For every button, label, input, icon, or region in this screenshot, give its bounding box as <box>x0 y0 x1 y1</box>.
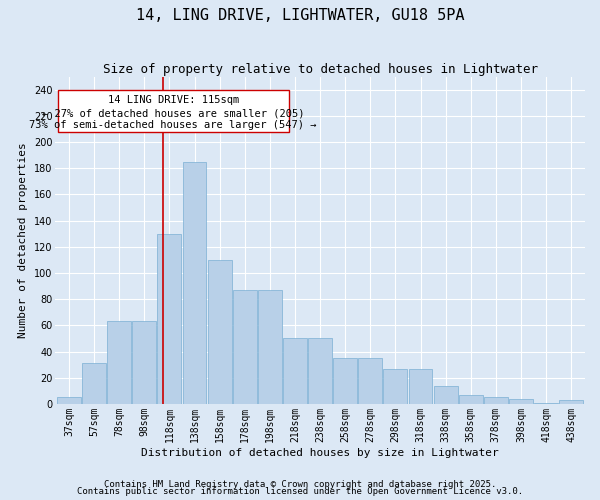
Y-axis label: Number of detached properties: Number of detached properties <box>18 142 28 338</box>
Text: Contains public sector information licensed under the Open Government Licence v3: Contains public sector information licen… <box>77 487 523 496</box>
Bar <box>534 402 558 404</box>
Bar <box>182 162 206 404</box>
Bar <box>308 338 332 404</box>
Title: Size of property relative to detached houses in Lightwater: Size of property relative to detached ho… <box>103 62 538 76</box>
Bar <box>107 322 131 404</box>
Bar <box>333 358 357 404</box>
Bar <box>258 290 282 404</box>
Bar <box>57 398 81 404</box>
Bar <box>358 358 382 404</box>
Bar <box>133 322 156 404</box>
Text: ← 27% of detached houses are smaller (205): ← 27% of detached houses are smaller (20… <box>42 108 304 118</box>
Bar <box>157 234 181 404</box>
FancyBboxPatch shape <box>58 90 289 132</box>
Bar <box>559 400 583 404</box>
Bar <box>434 386 458 404</box>
Text: 14 LING DRIVE: 115sqm: 14 LING DRIVE: 115sqm <box>107 95 239 105</box>
Bar <box>233 290 257 404</box>
Bar <box>383 368 407 404</box>
Text: 73% of semi-detached houses are larger (547) →: 73% of semi-detached houses are larger (… <box>29 120 317 130</box>
Bar <box>208 260 232 404</box>
Bar <box>409 368 433 404</box>
Text: 14, LING DRIVE, LIGHTWATER, GU18 5PA: 14, LING DRIVE, LIGHTWATER, GU18 5PA <box>136 8 464 22</box>
Bar <box>459 395 482 404</box>
X-axis label: Distribution of detached houses by size in Lightwater: Distribution of detached houses by size … <box>141 448 499 458</box>
Bar <box>484 398 508 404</box>
Bar <box>82 364 106 404</box>
Text: Contains HM Land Registry data © Crown copyright and database right 2025.: Contains HM Land Registry data © Crown c… <box>104 480 496 489</box>
Bar <box>283 338 307 404</box>
Bar <box>509 398 533 404</box>
